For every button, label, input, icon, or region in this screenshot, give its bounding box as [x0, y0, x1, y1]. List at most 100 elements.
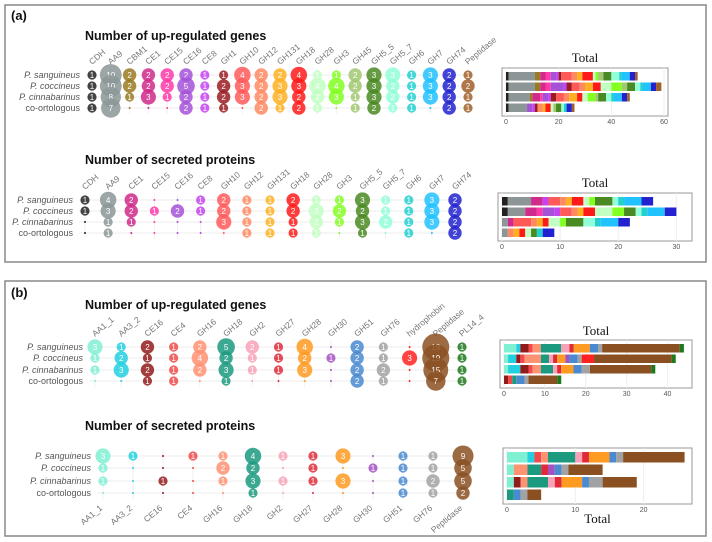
- chart-4: Number of secreted proteins P. sanguineus…: [30, 419, 693, 535]
- dot-value: 4: [334, 82, 339, 91]
- dot-hydrophobin: [402, 350, 418, 366]
- total-bar-segment-GH30: [565, 354, 570, 363]
- dot-value: 1: [381, 354, 386, 363]
- dot-value: 2: [447, 82, 452, 91]
- dot-value: 2: [453, 196, 458, 205]
- total-bar-segment-GH3: [589, 197, 595, 206]
- total-bar-segment-AA1_1: [507, 452, 528, 463]
- total-bar-segment-CE15: [540, 93, 543, 102]
- dot-GH6: [404, 228, 414, 238]
- category-label: GH6: [404, 172, 424, 191]
- dot-GH30: [372, 492, 374, 494]
- dot-GH28: [309, 77, 326, 95]
- dot-GH28: [335, 473, 351, 489]
- dot-value: 2: [372, 104, 377, 113]
- dot-AA1_1: [98, 476, 108, 486]
- category-label: CDH: [80, 172, 101, 192]
- dot-value: 1: [145, 354, 150, 363]
- dot-GH30: [329, 380, 332, 382]
- total-bar-segment-GH45: [621, 82, 628, 91]
- dot-value: 2: [453, 229, 458, 238]
- total-bar-segment-GH45: [598, 72, 604, 81]
- dot-GH28: [335, 448, 351, 464]
- category-label: CDH: [87, 47, 108, 67]
- dot-GH3: [335, 107, 338, 109]
- total-bar-segment-GH12: [579, 82, 585, 91]
- dot-GH12: [242, 195, 252, 205]
- total-bar-segment-PL14_4: [679, 344, 684, 353]
- dot-value: 3: [360, 218, 365, 227]
- dot-GH16: [216, 461, 230, 475]
- total-bar-segment-GH131: [565, 197, 572, 206]
- total-bar-segment-Peptidase: [627, 93, 630, 102]
- chart-1: Number of up-regulated genes P. sanguineu…: [19, 29, 669, 126]
- dot-value: 2: [314, 218, 319, 227]
- total-bar-segment-Peptidase: [623, 452, 685, 463]
- dot-AA9: [103, 228, 113, 238]
- tick-label: 40: [607, 119, 615, 126]
- total-bar-segment-GH51: [609, 452, 617, 463]
- dot-CE16: [142, 353, 153, 363]
- row-label: P. sanguineus: [27, 342, 83, 352]
- dot-GH18: [219, 351, 233, 365]
- totals-title: Total: [572, 50, 599, 65]
- total-bar-segment-GH51: [573, 365, 582, 374]
- dot-GH6: [407, 92, 417, 102]
- dot-GH6: [407, 70, 417, 80]
- dot-value: 2: [146, 82, 151, 91]
- total-bar-segment-GH2: [553, 365, 558, 374]
- chart-3: Number of up-regulated genes P. sanguineu…: [22, 298, 693, 398]
- dot-value: 1: [268, 207, 273, 216]
- total-bar-segment-GH131: [577, 207, 584, 216]
- dot-GH28: [311, 195, 321, 205]
- total-bar-segment-GH5_5: [627, 82, 636, 91]
- dot-GH131: [265, 228, 275, 238]
- dot-GH5_7: [386, 79, 400, 93]
- category-label: GH18: [231, 503, 255, 525]
- total-bar-segment-GH5_7: [606, 93, 612, 102]
- total-bar-segment-AA1_1: [507, 464, 514, 475]
- total-bar-segment-GH27: [553, 354, 558, 363]
- category-label: GH51: [352, 316, 376, 338]
- dot-value: 1: [250, 354, 255, 363]
- total-bar-segment-GH16: [532, 344, 541, 353]
- dot-AA1_1: [90, 365, 100, 375]
- dot-CE15: [166, 107, 169, 109]
- dot-GH76: [378, 342, 388, 352]
- dot-GH74: [442, 68, 456, 82]
- total-bar-segment-AA3_2: [508, 365, 521, 374]
- total-bar-segment-GH5_5: [603, 72, 612, 81]
- tick-label: 30: [623, 391, 631, 398]
- total-bar-segment-AA9: [502, 228, 508, 237]
- dot-value: 2: [259, 82, 264, 91]
- dot-value: 2: [146, 71, 151, 80]
- total-bar-segment-CE1: [531, 197, 543, 206]
- dot-GH5_7: [381, 195, 391, 205]
- total-bar-segment-GH51: [569, 354, 578, 363]
- panel-a-frame: [4, 4, 707, 263]
- dot-CBM1: [122, 68, 137, 82]
- dot-value: 1: [407, 207, 412, 216]
- total-bar-segment-CE16: [513, 477, 521, 488]
- dot-CE16: [176, 221, 179, 223]
- dot-GH3: [338, 232, 341, 234]
- row-label: P. coccineus: [30, 81, 80, 91]
- dot-GH45: [350, 103, 360, 113]
- dot-GH5_5: [366, 89, 382, 105]
- category-label: GH76: [378, 316, 402, 338]
- dot-value: 10: [106, 82, 115, 91]
- dot-GH7: [424, 214, 440, 230]
- dot-value: 1: [460, 343, 465, 352]
- total-bar-segment-GH51: [554, 464, 562, 475]
- dot-GH16: [191, 349, 209, 367]
- dot-value: 3: [360, 196, 365, 205]
- dot-CE1: [126, 217, 136, 227]
- dot-value: 15: [431, 366, 440, 375]
- dot-hydrophobin: [408, 369, 411, 371]
- dot-CE8: [196, 206, 206, 216]
- row-label: P. sanguineus: [17, 195, 73, 205]
- dot-GH27: [308, 476, 318, 486]
- total-bar-segment-GH2: [548, 354, 554, 363]
- total-bar-segment-GH18: [527, 464, 542, 475]
